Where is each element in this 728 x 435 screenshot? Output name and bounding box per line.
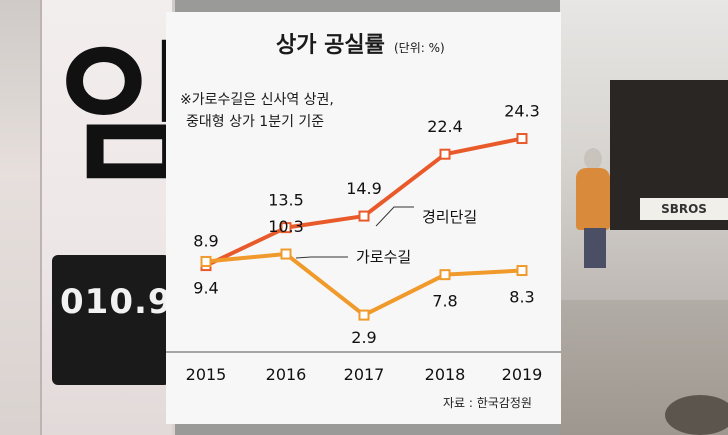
data-value-label: 9.4 (193, 278, 218, 297)
series-name-label: 가로수길 (356, 248, 411, 266)
chart-note-line-2: 중대형 상가 1분기 기준 (186, 114, 324, 130)
series-line-1 (205, 136, 523, 268)
data-value-label: 24.3 (504, 102, 540, 121)
x-tick-label: 2018 (425, 365, 466, 384)
store-sign: SBROS (640, 198, 728, 220)
data-point-marker (280, 248, 292, 260)
chart-panel: 상가 공실률 (단위: %) ※가로수길은 신사역 상권, 중대형 상가 1분기… (166, 12, 561, 424)
vacancy-line-chart: 상가 공실률 (단위: %) ※가로수길은 신사역 상권, 중대형 상가 1분기… (166, 33, 561, 410)
data-point-marker (439, 269, 451, 281)
pedestrian-head (584, 148, 602, 170)
chart-note-line-1: ※가로수길은 신사역 상권, (180, 92, 334, 108)
x-tick-label: 2019 (502, 365, 543, 384)
data-value-label: 2.9 (351, 328, 376, 347)
series-name-label: 경리단길 (422, 208, 477, 226)
data-value-label: 7.8 (432, 292, 457, 311)
chart-title: 상가 공실률 (276, 33, 385, 58)
x-tick-label: 2016 (266, 365, 307, 384)
data-point-marker (200, 255, 212, 267)
data-value-label: 13.5 (268, 191, 304, 210)
chart-source: 자료 : 한국감정원 (443, 396, 532, 410)
pedestrian-legs (584, 228, 606, 268)
data-point-marker (280, 222, 292, 234)
x-tick-label: 2017 (344, 365, 385, 384)
poster-phone-number: 010.9 (60, 282, 173, 322)
pedestrian-body (576, 168, 610, 230)
data-point-marker (439, 148, 451, 160)
x-tick-label: 2015 (186, 365, 227, 384)
series-leader-line (375, 206, 414, 227)
data-point-marker (516, 265, 528, 277)
data-value-label: 14.9 (346, 179, 382, 198)
data-value-label: 8.9 (193, 232, 218, 251)
data-value-label: 10.3 (268, 217, 304, 236)
data-point-marker (358, 309, 370, 321)
poster-glyph: 임 (58, 28, 197, 202)
data-point-marker (358, 210, 370, 222)
manhole-cover (665, 395, 728, 435)
chart-unit: (단위: %) (394, 41, 445, 55)
poster-phone-box (52, 255, 170, 385)
data-value-label: 8.3 (509, 288, 534, 307)
series-leader-line (295, 256, 348, 259)
data-point-marker (516, 133, 528, 145)
data-value-label: 22.4 (427, 117, 463, 136)
